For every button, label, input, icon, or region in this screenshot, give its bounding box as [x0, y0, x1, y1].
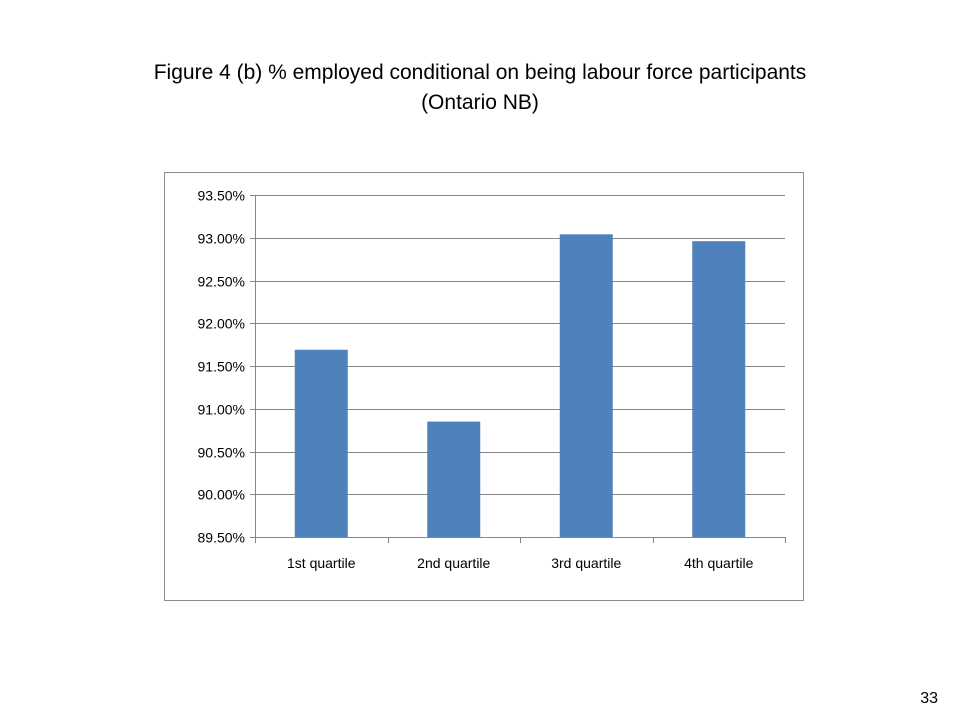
y-tick-label: 92.00% — [198, 316, 245, 332]
slide-title-line-1: Figure 4 (b) % employed conditional on b… — [153, 61, 807, 84]
bar-chart: 89.50% 90.00% 90.50% 91.00% 91.50% 92.00% 92.5… — [198, 188, 786, 572]
y-tick-label: 90.00% — [198, 487, 245, 503]
y-tick-label: 92.50% — [198, 274, 245, 290]
y-tick-label: 93.50% — [198, 188, 245, 204]
x-category-label: 1st quartile — [287, 555, 356, 571]
slide-title: Figure 4 (b) % employed conditional on b… — [40, 58, 920, 118]
axes — [250, 195, 786, 543]
y-tick-label: 89.50% — [198, 530, 245, 546]
bar — [692, 241, 746, 538]
y-tick-label: 91.00% — [198, 402, 245, 418]
x-category-label: 4th quartile — [684, 555, 753, 571]
chart-frame: 89.50% 90.00% 90.50% 91.00% 91.50% 92.00% 92.5… — [164, 172, 804, 601]
bars — [294, 234, 746, 538]
bar — [427, 421, 481, 537]
labels: 89.50% 90.00% 90.50% 91.00% 91.50% 92.00% 92.5… — [198, 188, 754, 572]
y-tick-label: 90.50% — [198, 445, 245, 461]
x-category-label: 3rd quartile — [551, 555, 621, 571]
page-number: 33 — [920, 690, 938, 707]
slide-title-line-2: (Ontario NB) — [421, 91, 539, 114]
bar — [559, 234, 613, 537]
bar — [294, 349, 348, 537]
y-tick-label: 93.00% — [198, 231, 245, 247]
x-category-label: 2nd quartile — [417, 555, 490, 571]
y-tick-label: 91.50% — [198, 359, 245, 375]
